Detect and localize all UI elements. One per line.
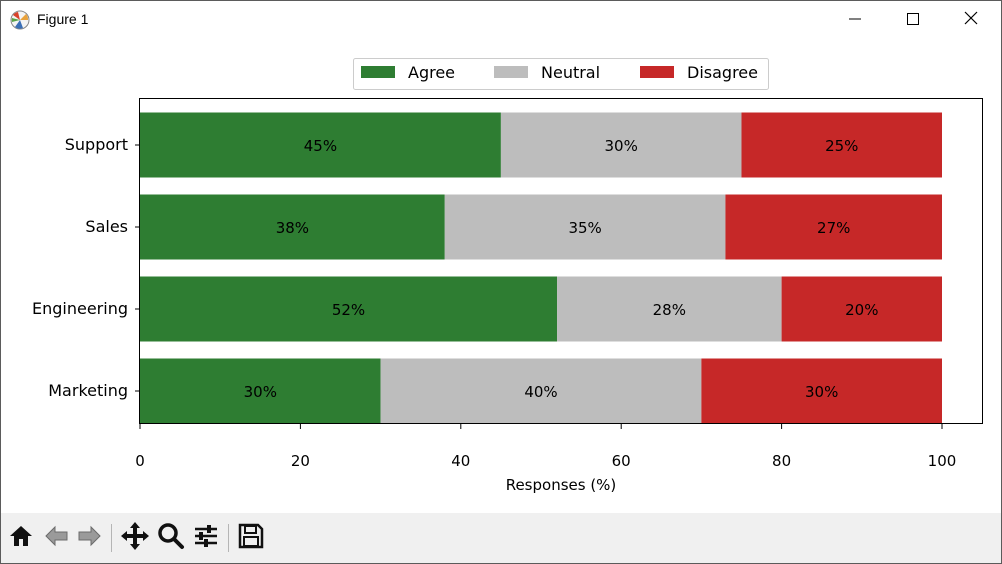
- forward-button[interactable]: [73, 522, 105, 554]
- home-icon: [7, 522, 35, 554]
- bars-layer: [140, 112, 942, 424]
- forward-icon: [75, 522, 103, 554]
- toolbar-separator: [111, 524, 112, 552]
- configure-subplots-button[interactable]: [190, 522, 222, 554]
- save-icon: [237, 522, 265, 554]
- pan-button[interactable]: [119, 522, 151, 554]
- zoom-button[interactable]: [155, 522, 187, 554]
- data-label-disagree-marketing: 30%: [805, 383, 838, 401]
- axes-frame: [139, 98, 983, 424]
- back-button[interactable]: [41, 522, 73, 554]
- legend-label-agree: Agree: [408, 63, 455, 82]
- legend-swatch-neutral: [494, 66, 528, 78]
- y-tick-label-sales: Sales: [85, 217, 128, 236]
- configure-subplots-icon: [192, 522, 220, 554]
- maximize-button[interactable]: [884, 1, 942, 38]
- bar-neutral-engineering: [557, 276, 782, 342]
- data-label-disagree-engineering: 20%: [845, 301, 878, 319]
- x-tick-label: 100: [928, 452, 957, 470]
- data-label-disagree-sales: 27%: [817, 219, 850, 237]
- x-tick-label: 0: [135, 452, 145, 470]
- y-tick-label-marketing: Marketing: [48, 381, 128, 400]
- figure-canvas[interactable]: 30% 40% 30% 52% 28% 20% 38% 35% 27% 45% 30% 25% 0 20…: [1, 38, 1001, 513]
- data-label-neutral-support: 30%: [605, 137, 638, 155]
- legend-swatch-agree: [361, 66, 395, 78]
- home-button[interactable]: [5, 522, 37, 554]
- close-icon: [964, 10, 978, 29]
- bar-agree-engineering: [140, 276, 558, 342]
- y-tick-label-support: Support: [65, 135, 128, 154]
- y-axis-ticks: Marketing Engineering Sales Support: [32, 135, 140, 400]
- window-title: Figure 1: [37, 11, 89, 27]
- minimize-icon: [849, 10, 861, 29]
- bar-disagree-marketing: [701, 358, 942, 424]
- navigation-toolbar: [1, 513, 1001, 563]
- matplotlib-app-icon: [9, 9, 31, 31]
- title-bar[interactable]: Figure 1: [1, 1, 1001, 38]
- bar-neutral-support: [500, 112, 742, 178]
- data-label-neutral-engineering: 28%: [653, 301, 686, 319]
- legend-label-neutral: Neutral: [541, 63, 600, 82]
- y-tick-label-engineering: Engineering: [32, 299, 128, 318]
- toolbar-separator: [228, 524, 229, 552]
- data-label-neutral-sales: 35%: [568, 219, 601, 237]
- x-axis-label: Responses (%): [506, 476, 617, 494]
- data-label-neutral-marketing: 40%: [524, 383, 557, 401]
- pan-icon: [120, 521, 150, 555]
- data-label-agree-marketing: 30%: [244, 383, 277, 401]
- x-tick-label: 60: [612, 452, 631, 470]
- close-button[interactable]: [942, 1, 1000, 38]
- data-label-agree-support: 45%: [304, 137, 337, 155]
- legend-label-disagree: Disagree: [687, 63, 758, 82]
- data-label-agree-sales: 38%: [276, 219, 309, 237]
- bar-neutral-marketing: [380, 358, 702, 424]
- data-label-agree-engineering: 52%: [332, 301, 365, 319]
- data-labels-layer: 30% 40% 30% 52% 28% 20% 38% 35% 27% 45% 30% 25%: [244, 137, 879, 401]
- bar-agree-sales: [140, 194, 445, 260]
- legend-swatch-disagree: [640, 66, 674, 78]
- back-icon: [43, 522, 71, 554]
- bar-disagree-support: [741, 112, 942, 178]
- bar-disagree-sales: [725, 194, 942, 260]
- data-label-disagree-support: 25%: [825, 137, 858, 155]
- bar-disagree-engineering: [781, 276, 942, 342]
- legend: Agree Neutral Disagree: [353, 58, 769, 90]
- minimize-button[interactable]: [826, 1, 884, 38]
- maximize-icon: [907, 10, 919, 29]
- stacked-bar-chart: 30% 40% 30% 52% 28% 20% 38% 35% 27% 45% 30% 25% 0 20…: [32, 58, 983, 494]
- save-button[interactable]: [235, 522, 267, 554]
- zoom-icon: [157, 522, 185, 554]
- bar-neutral-sales: [444, 194, 726, 260]
- x-axis-ticks: 0 20 40 60 80 100: [135, 424, 956, 470]
- x-tick-label: 20: [291, 452, 310, 470]
- x-tick-label: 80: [772, 452, 791, 470]
- bar-agree-support: [140, 112, 501, 178]
- x-tick-label: 40: [451, 452, 470, 470]
- bar-agree-marketing: [140, 358, 381, 424]
